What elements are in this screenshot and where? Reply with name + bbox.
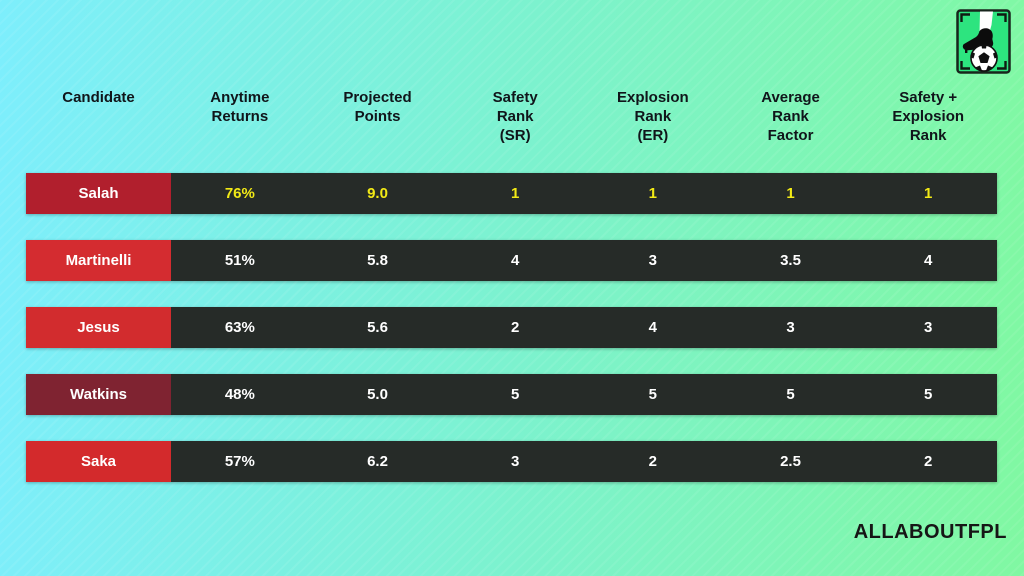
table-rows: Salah 76% 9.0 1 1 1 1 Martinelli 51% 5.8… <box>26 173 997 482</box>
value-cell: 3 <box>924 319 933 336</box>
value-cell: 1 <box>648 185 658 202</box>
table-row: Watkins 48% 5.0 5 5 5 5 <box>26 374 997 415</box>
column-header-projected-points: Projected Points <box>343 89 412 125</box>
column-header-candidate: Candidate <box>62 89 135 106</box>
column-header-safety-explosion-rank: Safety + Explosion Rank <box>892 89 965 144</box>
value-cell: 2 <box>511 319 520 336</box>
value-cell: 3 <box>648 252 658 269</box>
table-header-row: Candidate Anytime Returns Projected Poin… <box>26 88 997 145</box>
candidate-name-cell: Martinelli <box>26 240 171 281</box>
candidate-name-cell: Salah <box>26 173 171 214</box>
value-cell: 4 <box>648 319 658 336</box>
candidate-name-cell: Watkins <box>26 374 171 415</box>
value-cell: 6.2 <box>367 453 388 470</box>
table-row: Jesus 63% 5.6 2 4 3 3 <box>26 307 997 348</box>
value-cell: 48% <box>224 386 255 403</box>
value-cell: 5.0 <box>367 386 388 403</box>
candidate-name: Martinelli <box>65 252 132 269</box>
corner-brackets <box>960 13 1007 70</box>
value-cell: 3.5 <box>780 252 801 269</box>
value-cell: 2 <box>648 453 658 470</box>
candidate-name: Jesus <box>77 319 120 336</box>
value-cell: 5.8 <box>367 252 388 269</box>
column-header-explosion-rank: Explosion Rank (ER) <box>617 89 689 144</box>
value-cell: 9.0 <box>367 185 388 202</box>
value-cell: 3 <box>511 453 520 470</box>
value-cell: 5.6 <box>367 319 388 336</box>
column-header-average-rank-factor: Average Rank Factor <box>761 89 820 144</box>
value-cell: 63% <box>224 319 255 336</box>
value-cell: 4 <box>511 252 520 269</box>
value-cell: 51% <box>224 252 255 269</box>
logo-graphic <box>956 9 1011 74</box>
value-cell: 5 <box>786 386 795 403</box>
value-cell: 4 <box>924 252 933 269</box>
candidate-name-cell: Jesus <box>26 307 171 348</box>
value-cell: 1 <box>924 185 933 202</box>
brand-wordmark: ALLABOUTFPL <box>853 521 1007 543</box>
allaboutfpl-logo <box>956 9 1011 74</box>
value-cell: 1 <box>786 185 795 202</box>
value-cell: 5 <box>924 386 933 403</box>
soccer-ball-icon <box>970 44 998 72</box>
comparison-table: Candidate Anytime Returns Projected Poin… <box>26 88 997 482</box>
value-cell: 1 <box>511 185 520 202</box>
value-cell: 5 <box>511 386 520 403</box>
column-header-anytime-returns: Anytime Returns <box>210 89 270 125</box>
leg-icon <box>979 11 993 34</box>
value-cell: 3 <box>786 319 795 336</box>
table-row: Martinelli 51% 5.8 4 3 3.5 4 <box>26 240 997 281</box>
table-row: Saka 57% 6.2 3 2 2.5 2 <box>26 441 997 482</box>
value-cell: 76% <box>224 185 255 202</box>
candidate-name: Salah <box>78 185 119 202</box>
candidate-name: Watkins <box>70 386 127 403</box>
candidate-name: Saka <box>80 453 117 470</box>
value-cell: 2.5 <box>780 453 801 470</box>
value-cell: 5 <box>648 386 658 403</box>
column-header-safety-rank: Safety Rank (SR) <box>492 89 538 144</box>
table-row: Salah 76% 9.0 1 1 1 1 <box>26 173 997 214</box>
value-cell: 2 <box>924 453 933 470</box>
candidate-name-cell: Saka <box>26 441 171 482</box>
value-cell: 57% <box>224 453 255 470</box>
